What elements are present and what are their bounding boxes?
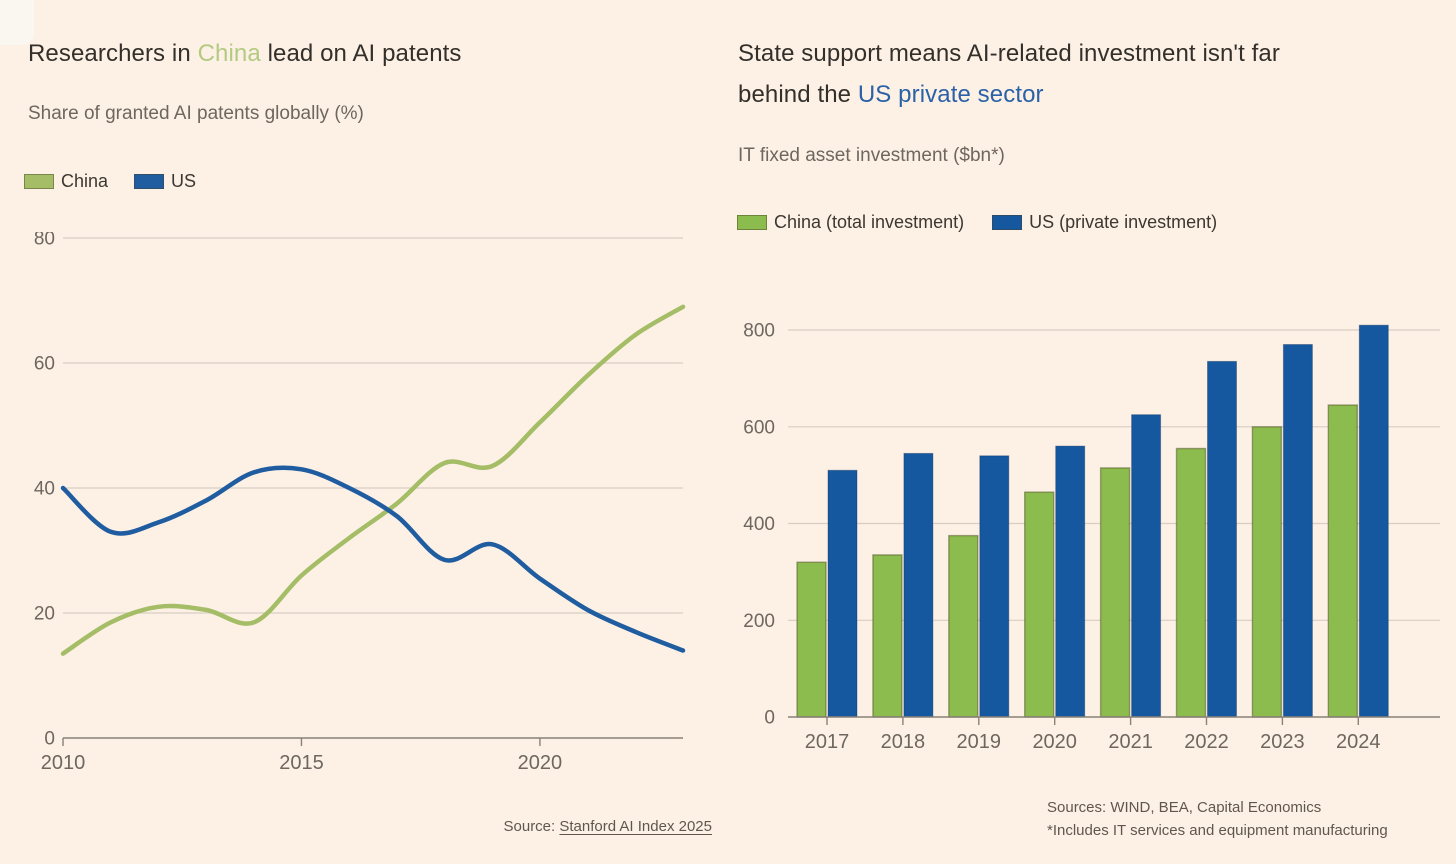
svg-text:2018: 2018: [881, 731, 926, 753]
legend-label-us: US: [171, 171, 197, 191]
svg-text:600: 600: [743, 417, 775, 438]
svg-text:40: 40: [34, 479, 55, 500]
svg-text:0: 0: [764, 708, 775, 729]
right-chart-subtitle: IT fixed asset investment ($bn*): [738, 145, 1005, 166]
bar-us-2023: [1282, 344, 1313, 718]
left-chart-legend: China US: [24, 171, 196, 192]
left-title-highlight: China: [197, 40, 261, 67]
bar-china-2021: [1099, 467, 1131, 718]
svg-text:2017: 2017: [805, 731, 850, 753]
left-source-note: Source: Stanford AI Index 2025: [390, 818, 713, 835]
right-title-highlight: US private sector: [857, 81, 1044, 108]
legend-item-us-private: US (private investment): [992, 212, 1217, 233]
bar-china-2024: [1327, 404, 1358, 718]
legend-label-china: China: [61, 171, 109, 191]
svg-text:2020: 2020: [1032, 731, 1077, 753]
us-private-swatch-icon: [992, 215, 1023, 230]
x-axis: 2010 2015 2020: [41, 737, 683, 774]
bar-us-2020: [1055, 445, 1086, 718]
svg-text:2010: 2010: [41, 752, 86, 774]
line-chart: 0 20 40 60 80 2010 2015 2020: [34, 232, 686, 774]
bar-us-2018: [903, 452, 934, 718]
bars-us: [827, 324, 1389, 718]
left-chart-subtitle: Share of granted AI patents globally (%): [28, 103, 364, 124]
svg-text:20: 20: [34, 604, 55, 625]
right-title-pre: State support means AI-related investmen…: [738, 40, 1280, 108]
legend-item-china-total: China (total investment): [737, 212, 964, 233]
china-swatch-icon: [24, 174, 54, 189]
svg-text:2021: 2021: [1108, 731, 1153, 753]
x-axis: 2017 2018 2019 2020 2021 2022 2023 2024: [788, 716, 1440, 753]
legend-label-china-total: China (total investment): [774, 212, 965, 232]
bar-china-2017: [796, 561, 827, 718]
bar-us-2021: [1131, 414, 1162, 718]
legend-label-us-private: US (private investment): [1029, 212, 1218, 232]
sources-line-2: *Includes IT services and equipment manu…: [1047, 822, 1388, 839]
sources-line-1: Sources: WIND, BEA, Capital Economics: [1047, 799, 1322, 816]
corner-artifact: [0, 0, 34, 45]
svg-text:2015: 2015: [279, 752, 324, 774]
svg-text:2020: 2020: [518, 752, 563, 774]
source-prefix: Source:: [503, 818, 560, 835]
svg-text:2023: 2023: [1260, 731, 1305, 753]
left-title-post: lead on AI patents: [260, 40, 462, 67]
right-chart-title: State support means AI-related investmen…: [738, 33, 1352, 115]
svg-text:800: 800: [743, 321, 775, 342]
legend-item-china: China: [24, 171, 108, 192]
bar-us-2019: [979, 455, 1010, 718]
line-series-china: [60, 304, 686, 656]
bar-china-2020: [1024, 491, 1055, 718]
svg-text:0: 0: [44, 729, 55, 750]
bars-china: [796, 404, 1358, 718]
bar-us-2024: [1358, 324, 1389, 718]
bar-china-2023: [1251, 426, 1283, 718]
svg-text:2022: 2022: [1184, 731, 1229, 753]
bar-china-2019: [948, 534, 979, 718]
bar-us-2022: [1207, 360, 1237, 718]
us-swatch-icon: [134, 174, 165, 189]
china-total-swatch-icon: [737, 215, 767, 230]
legend-item-us: US: [134, 171, 196, 192]
svg-text:2024: 2024: [1336, 731, 1381, 753]
svg-text:60: 60: [34, 354, 55, 375]
line-series-us: [60, 465, 686, 653]
y-gridlines: 0 20 40 60 80: [34, 232, 683, 750]
left-title-pre: Researchers in: [28, 40, 198, 67]
bar-china-2022: [1175, 447, 1207, 718]
bar-us-2017: [827, 469, 858, 718]
svg-text:200: 200: [743, 611, 775, 632]
bar-chart: 0 200 400 600 800 2017 2018 2019 2020 2021 2022 202…: [743, 321, 1440, 753]
source-link[interactable]: Stanford AI Index 2025: [559, 818, 712, 835]
right-sources-note: Sources: WIND, BEA, Capital Economics *I…: [1047, 796, 1388, 842]
svg-text:2019: 2019: [957, 731, 1002, 753]
right-chart-legend: China (total investment) US (private inv…: [737, 212, 1217, 233]
svg-text:400: 400: [743, 514, 775, 535]
left-chart-title: Researchers in China lead on AI patents: [28, 33, 720, 74]
bar-china-2018: [872, 554, 903, 718]
svg-text:80: 80: [34, 232, 55, 250]
